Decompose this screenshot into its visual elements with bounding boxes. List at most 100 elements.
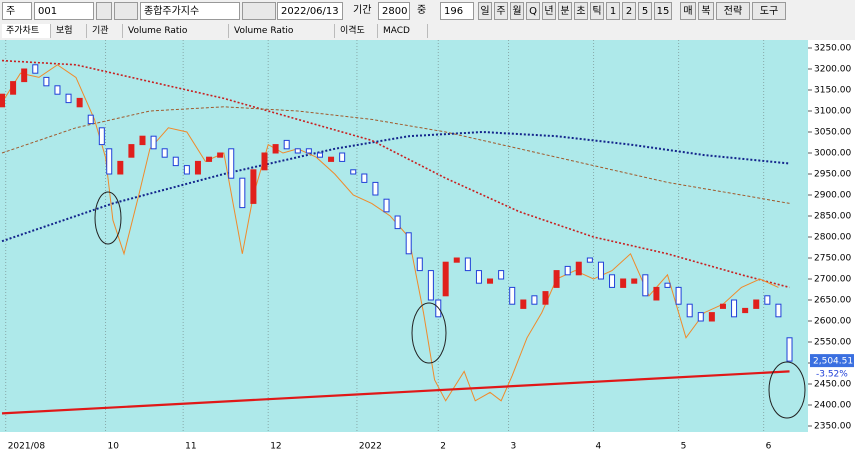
name-box[interactable]: 종합주가지수: [140, 2, 240, 20]
candle-body: [786, 337, 793, 362]
chart-tab[interactable]: 기관: [88, 24, 123, 38]
candle-body: [294, 148, 301, 154]
interval-button[interactable]: 5: [638, 2, 652, 20]
moving-average: [1, 59, 790, 289]
x-tick-label: 5: [681, 442, 687, 452]
candle-body: [531, 295, 538, 305]
candle-body: [394, 215, 401, 230]
change-label: -3.52%: [816, 370, 848, 380]
candle-body: [764, 295, 771, 305]
y-tick-label: 2350.00: [814, 422, 851, 432]
highlight-circle: [768, 361, 806, 419]
y-tick-label: 3000.00: [814, 149, 851, 159]
x-tick-label: 3: [511, 442, 517, 452]
candle-body: [239, 177, 246, 209]
candle-body: [442, 261, 449, 297]
interval-button[interactable]: 틱: [590, 2, 604, 20]
candle-body: [597, 261, 604, 280]
period-input[interactable]: 2800: [378, 2, 410, 20]
mid-input[interactable]: 196: [440, 2, 474, 20]
candle-body: [775, 303, 782, 318]
y-tick-label: 3250.00: [814, 44, 851, 54]
mid-label: 중: [417, 5, 427, 16]
tool-button[interactable]: 매: [680, 2, 696, 20]
code-input[interactable]: 001: [34, 2, 94, 20]
candle-body: [586, 257, 593, 263]
moving-average: [1, 130, 790, 243]
moving-average: [1, 106, 790, 204]
y-tick-label: 3100.00: [814, 107, 851, 117]
tool-button[interactable]: 전략: [716, 2, 750, 20]
x-tick-label: 2: [440, 442, 446, 452]
nav-buttons[interactable]: [242, 2, 276, 20]
candle-body: [161, 148, 168, 158]
candle-body: [54, 85, 61, 95]
x-tick-label: 2022: [359, 442, 382, 452]
interval-button[interactable]: 년: [542, 2, 556, 20]
candle-body: [719, 303, 726, 309]
moving-average: [1, 370, 790, 415]
highlight-circle: [94, 191, 122, 245]
interval-button[interactable]: 초: [574, 2, 588, 20]
interval-button[interactable]: 월: [510, 2, 524, 20]
candle-body: [653, 286, 660, 301]
interval-button[interactable]: 2: [622, 2, 636, 20]
last-price-box: [810, 354, 854, 368]
interval-button[interactable]: 주: [494, 2, 508, 20]
x-tick-label: 6: [766, 442, 772, 452]
type-box[interactable]: 주: [2, 2, 32, 20]
chart-tab[interactable]: 이격도: [336, 24, 378, 38]
y-tick-label: 2650.00: [814, 296, 851, 306]
x-tick-label: 10: [108, 442, 120, 452]
candle-body: [194, 160, 201, 175]
sort-button[interactable]: [114, 2, 138, 20]
candle-body: [487, 278, 494, 284]
search-button[interactable]: [96, 2, 112, 20]
date-input[interactable]: 2022/06/13: [277, 2, 343, 20]
x-tick-label: 4: [596, 442, 602, 452]
chart: 2021/08 10 11 12 2022 2 3 4 5 6 3250.00 3200.00 3150…: [0, 40, 855, 459]
y-tick-label: 2600.00: [814, 317, 851, 327]
candle-body: [697, 312, 704, 322]
candle-body: [498, 270, 505, 280]
chart-tab[interactable]: MACD: [379, 24, 428, 38]
interval-button[interactable]: 분: [558, 2, 572, 20]
y-tick-label: 2450.00: [814, 380, 851, 390]
y-tick-label: 3200.00: [814, 65, 851, 75]
candle-body: [150, 135, 157, 150]
chart-tab[interactable]: 보험: [52, 24, 87, 38]
y-tick-label: 3050.00: [814, 128, 851, 138]
interval-button[interactable]: 1: [606, 2, 620, 20]
candle-body: [520, 299, 527, 309]
y-tick-label: 2700.00: [814, 275, 851, 285]
chart-tab[interactable]: Volume Ratio: [230, 24, 335, 38]
candle-body: [553, 270, 560, 288]
candle-body: [98, 127, 105, 146]
candle-body: [542, 291, 549, 305]
candle-body: [731, 299, 738, 318]
candle-body: [383, 198, 390, 213]
candle-body: [631, 278, 638, 284]
candle-body: [416, 257, 423, 272]
candle-body: [172, 156, 179, 167]
y-tick-label: 2750.00: [814, 254, 851, 264]
candle-body: [328, 156, 335, 162]
candle-body: [708, 312, 715, 322]
candle-body: [250, 169, 257, 204]
interval-button[interactable]: 15: [654, 2, 672, 20]
chart-tab[interactable]: Volume Ratio: [124, 24, 229, 38]
candle-body: [620, 278, 627, 288]
candle-body: [272, 144, 279, 154]
tool-button[interactable]: 도구: [752, 2, 786, 20]
candle-body: [117, 160, 124, 175]
y-tick-label: 2800.00: [814, 233, 851, 243]
candle-body: [509, 286, 516, 305]
interval-button[interactable]: Q: [526, 2, 540, 20]
candle-body: [609, 274, 616, 288]
plot-background: [0, 40, 808, 432]
y-tick-label: 2900.00: [814, 191, 851, 201]
interval-button[interactable]: 일: [478, 2, 492, 20]
tool-button[interactable]: 복: [698, 2, 714, 20]
chart-tab[interactable]: 주가차트: [2, 24, 51, 38]
candle-body: [21, 68, 28, 83]
